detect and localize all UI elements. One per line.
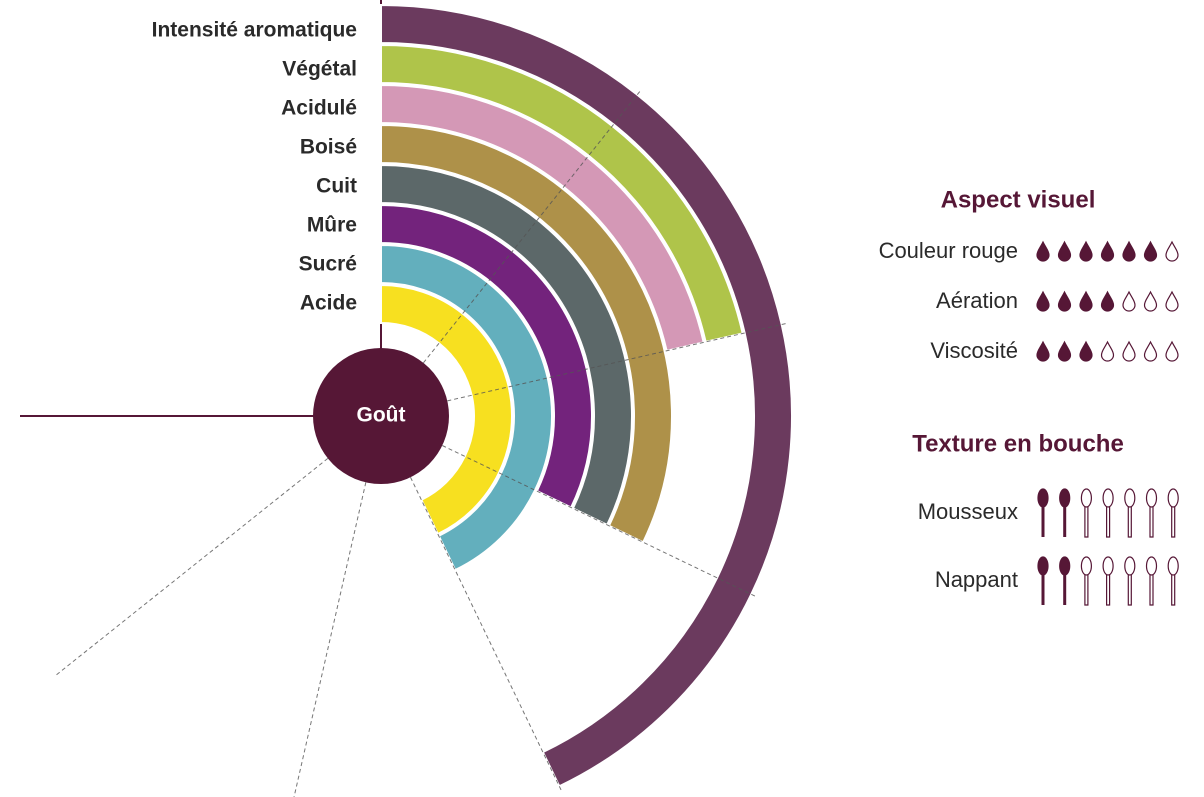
- drop-empty: [1143, 340, 1158, 362]
- spoon-filled: [1059, 488, 1071, 537]
- row-label: Nappant: [935, 567, 1018, 592]
- category-label: Végétal: [282, 58, 357, 81]
- drop-filled: [1057, 290, 1072, 312]
- spoon-handle: [1041, 575, 1045, 605]
- spoon-head: [1145, 488, 1158, 508]
- icon-row: [1036, 340, 1179, 362]
- spoon-empty: [1124, 556, 1136, 606]
- spoon-filled: [1059, 556, 1071, 605]
- row-label: Viscosité: [930, 338, 1018, 363]
- spoon-head: [1124, 556, 1136, 576]
- radial-bar: [380, 123, 673, 544]
- radial-bar: [380, 283, 513, 536]
- icon-row: [1037, 556, 1179, 606]
- drop-empty: [1122, 290, 1136, 312]
- category-label: Sucré: [299, 253, 357, 276]
- drop-filled: [1079, 240, 1093, 262]
- spoon-empty: [1102, 556, 1114, 606]
- drop-filled: [1100, 240, 1115, 262]
- spoon-handle: [1063, 507, 1067, 537]
- spoon-filled: [1037, 488, 1049, 537]
- grid-line: [442, 445, 758, 598]
- icon-row: [1036, 290, 1179, 312]
- spoon-handle: [1041, 507, 1045, 537]
- category-label: Acidulé: [281, 97, 357, 120]
- drop-filled: [1036, 240, 1050, 262]
- grid-line: [423, 88, 643, 364]
- spoon-head: [1059, 488, 1071, 508]
- drop-filled: [1100, 290, 1115, 312]
- spoon-head: [1037, 556, 1049, 576]
- spoon-empty: [1145, 556, 1158, 606]
- spoon-handle: [1106, 507, 1111, 538]
- spoon-head: [1167, 556, 1179, 576]
- spoon-head: [1080, 488, 1093, 508]
- row-label: Mousseux: [918, 499, 1018, 524]
- center-label: Goût: [357, 404, 406, 427]
- spoon-handle: [1171, 575, 1176, 606]
- category-label: Cuit: [316, 175, 357, 198]
- drop-filled: [1079, 290, 1093, 312]
- drop-filled: [1057, 340, 1072, 362]
- spoon-empty: [1102, 488, 1114, 538]
- row-label: Couleur rouge: [879, 238, 1018, 263]
- drop-empty: [1143, 290, 1158, 312]
- spoon-empty: [1080, 488, 1093, 538]
- spoon-empty: [1167, 556, 1179, 606]
- icon-row: [1037, 488, 1179, 538]
- row-label: Aération: [936, 288, 1018, 313]
- spoon-handle: [1084, 575, 1089, 606]
- drop-filled: [1079, 340, 1093, 362]
- drop-empty: [1165, 240, 1179, 262]
- radial-bar: [380, 3, 793, 788]
- spoon-handle: [1063, 575, 1067, 605]
- spoon-head: [1102, 556, 1114, 576]
- spoon-head: [1037, 488, 1049, 508]
- radial-bar: [380, 243, 553, 572]
- drop-filled: [1122, 240, 1136, 262]
- spoon-empty: [1167, 488, 1179, 538]
- spoon-handle: [1084, 507, 1089, 538]
- spoon-head: [1102, 488, 1114, 508]
- drop-filled: [1057, 240, 1072, 262]
- grid-line: [53, 458, 329, 678]
- spoon-handle: [1106, 575, 1111, 606]
- panel-title: Texture en bouche: [912, 430, 1124, 457]
- grid-line: [410, 477, 563, 793]
- category-label: Mûre: [307, 214, 357, 237]
- drop-empty: [1122, 340, 1136, 362]
- spoon-handle: [1149, 575, 1154, 606]
- panel-title: Aspect visuel: [941, 186, 1096, 213]
- spoon-empty: [1145, 488, 1158, 538]
- spoon-head: [1124, 488, 1136, 508]
- category-label: Boisé: [300, 136, 357, 159]
- spoon-head: [1167, 488, 1179, 508]
- spoon-handle: [1171, 507, 1176, 538]
- spoon-handle: [1127, 575, 1132, 606]
- center-circle: [313, 348, 449, 484]
- drop-empty: [1165, 290, 1179, 312]
- drop-filled: [1036, 340, 1050, 362]
- spoon-handle: [1127, 507, 1132, 538]
- grid-line: [293, 482, 367, 797]
- grid-line: [447, 322, 789, 402]
- category-label: Acide: [300, 292, 357, 315]
- spoon-handle: [1149, 507, 1154, 538]
- drop-empty: [1100, 340, 1115, 362]
- spoon-filled: [1037, 556, 1049, 605]
- spoon-empty: [1124, 488, 1136, 538]
- drop-filled: [1143, 240, 1158, 262]
- spoon-empty: [1080, 556, 1093, 606]
- icon-row: [1036, 240, 1179, 262]
- spoon-head: [1080, 556, 1093, 576]
- drop-filled: [1036, 290, 1050, 312]
- category-label: Intensité aromatique: [152, 19, 357, 42]
- spoon-head: [1145, 556, 1158, 576]
- spoon-head: [1059, 556, 1071, 576]
- drop-empty: [1165, 340, 1179, 362]
